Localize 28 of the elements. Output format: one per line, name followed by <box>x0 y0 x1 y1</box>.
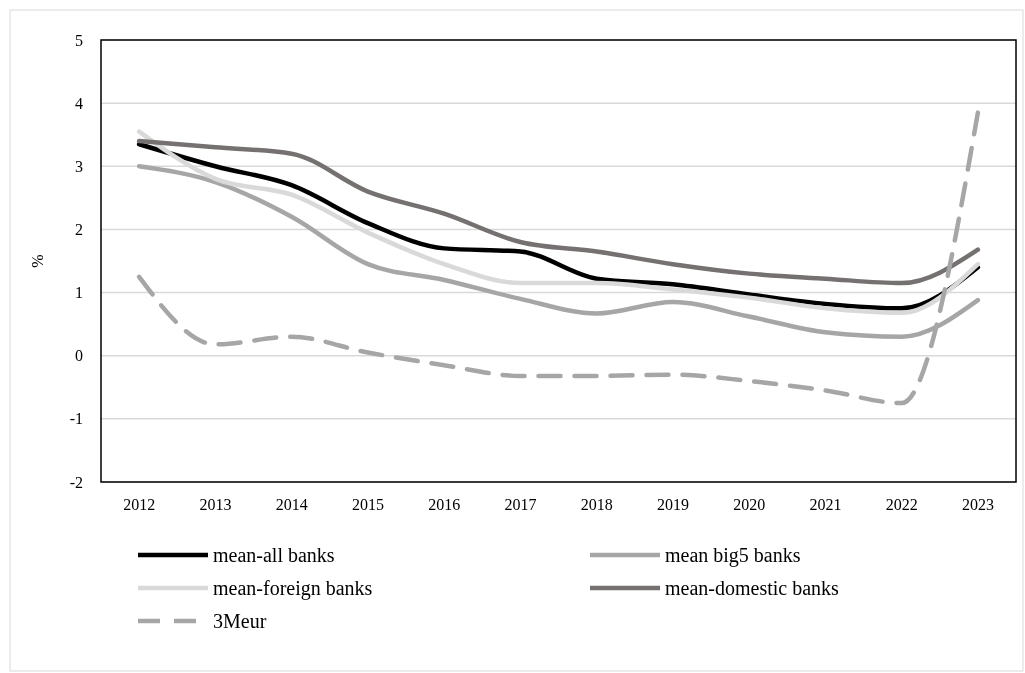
legend-label: 3Meur <box>213 610 267 632</box>
x-tick-label: 2016 <box>428 496 461 513</box>
y-tick-label: -2 <box>69 473 83 491</box>
y-tick-label: 1 <box>75 284 83 302</box>
y-tick-label: 5 <box>75 31 83 49</box>
y-tick-label: 0 <box>75 347 83 365</box>
x-tick-label: 2014 <box>275 496 308 513</box>
x-tick-label: 2022 <box>885 496 918 513</box>
x-tick-label: 2018 <box>580 496 613 513</box>
x-tick-label: 2020 <box>733 496 766 513</box>
x-tick-label: 2023 <box>961 496 994 513</box>
x-tick-label: 2021 <box>809 496 842 513</box>
legend-label: mean big5 banks <box>665 544 801 567</box>
legend-label: mean-domestic banks <box>665 577 840 599</box>
legend-label: mean-foreign banks <box>213 577 373 600</box>
y-tick-label: 2 <box>75 221 83 239</box>
y-tick-label: 4 <box>75 94 83 112</box>
x-tick-label: 2012 <box>123 496 156 513</box>
legend-label: mean-all banks <box>213 544 335 566</box>
line-series <box>136 110 981 406</box>
line-series <box>136 138 981 286</box>
y-tick-label: 3 <box>75 157 83 175</box>
x-tick-label: 2017 <box>504 496 537 513</box>
y-axis-title: % <box>29 254 46 268</box>
y-tick-label: -1 <box>69 410 83 428</box>
x-tick-label: 2019 <box>656 496 689 513</box>
x-tick-label: 2013 <box>199 496 232 513</box>
x-tick-label: 2015 <box>351 496 384 513</box>
